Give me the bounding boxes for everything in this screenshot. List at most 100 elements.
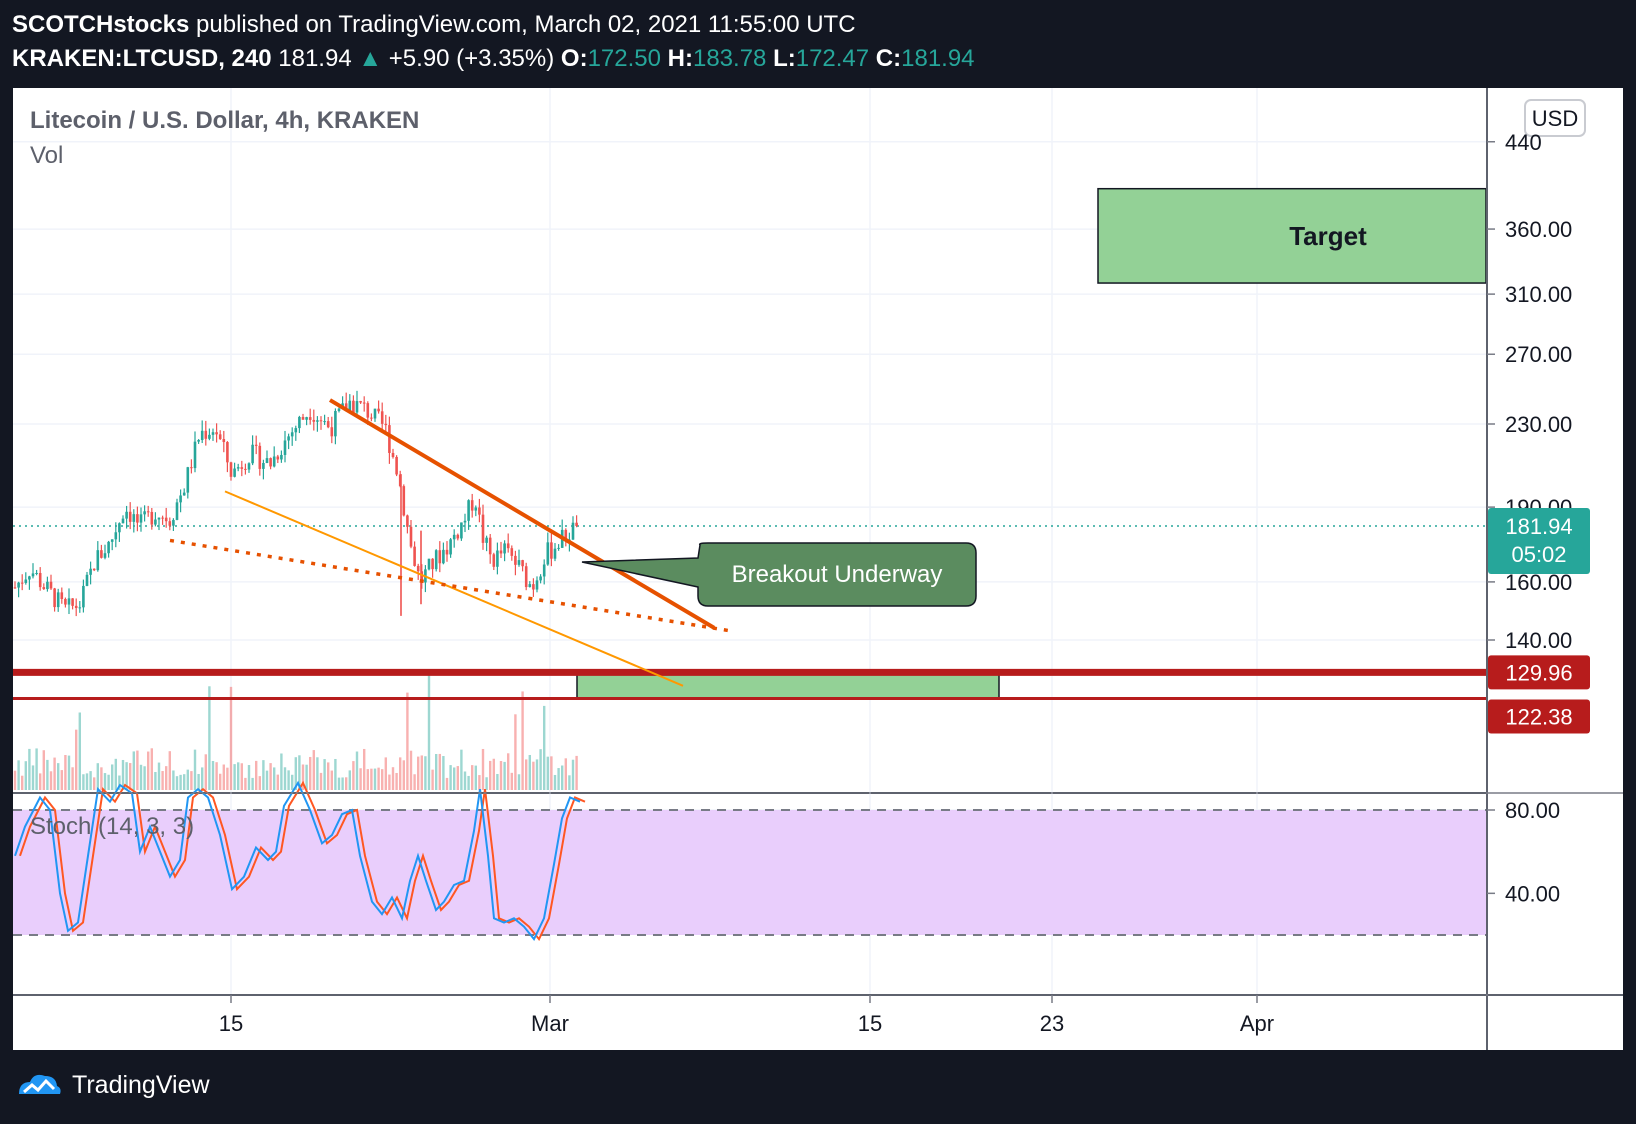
candle-body <box>254 444 258 446</box>
time-axis[interactable] <box>13 996 1486 1050</box>
volume-bar <box>255 760 258 790</box>
price-tick-label: 310.00 <box>1505 282 1572 307</box>
candle-body <box>485 537 488 543</box>
close-label: C: <box>875 45 902 72</box>
candle-body <box>64 598 67 605</box>
volume-bar <box>301 764 305 790</box>
volume-bar <box>154 771 157 790</box>
candle-body <box>139 514 143 523</box>
price-tick-label: 360.00 <box>1505 217 1572 242</box>
candle-body <box>528 584 532 588</box>
candle-body <box>524 566 528 588</box>
volume-bar <box>352 761 355 790</box>
volume-bar <box>568 775 571 790</box>
volume-bar <box>57 763 60 790</box>
high-value: 183.78 <box>692 45 767 72</box>
candle-body <box>67 598 71 605</box>
volume-bar <box>561 765 564 790</box>
volume-bar <box>355 751 359 790</box>
volume-bar <box>244 777 247 790</box>
tradingview-brand[interactable]: TradingView <box>72 1070 210 1099</box>
callout-bubble <box>581 542 977 607</box>
volume-bar <box>46 759 49 790</box>
volume-bar <box>449 765 452 790</box>
candle-body <box>118 523 121 533</box>
candle-body <box>186 467 190 493</box>
candle-body <box>470 500 474 511</box>
countdown-label: 05:02 <box>1511 542 1566 567</box>
candle-body <box>348 400 352 412</box>
level-badge <box>1488 655 1590 690</box>
candle-body <box>168 521 172 526</box>
volume-bar <box>78 712 81 790</box>
volume-bar <box>409 750 413 790</box>
low-label: L: <box>773 45 796 72</box>
candle-body <box>35 572 38 574</box>
candle-body <box>330 427 334 437</box>
candle-body <box>240 467 244 469</box>
candle-body <box>474 507 478 511</box>
volume-bars <box>13 669 578 790</box>
volume-bar <box>121 759 125 790</box>
volume-bar <box>183 774 186 790</box>
candle-body <box>49 581 53 589</box>
candle-body <box>463 520 467 523</box>
volume-bar <box>463 771 467 790</box>
volume-bar <box>139 764 143 790</box>
volume-bar <box>499 761 503 790</box>
candle-body <box>427 558 431 570</box>
volume-bar <box>406 692 409 790</box>
volume-bar <box>395 772 398 790</box>
candle-body <box>370 417 373 419</box>
usd-button-label: USD <box>1532 106 1578 131</box>
volume-bar <box>39 773 42 790</box>
candle-body <box>337 408 341 411</box>
volume-bar <box>118 775 121 790</box>
candle-body <box>413 546 416 566</box>
volume-bar <box>193 749 197 790</box>
volume-bar <box>165 766 168 790</box>
volume-bar <box>417 756 420 790</box>
author-name[interactable]: SCOTCHstocks <box>12 11 190 38</box>
publish-header: SCOTCHstocks published on TradingView.co… <box>12 8 975 76</box>
volume-bar <box>492 758 495 790</box>
volume-bar <box>190 771 193 790</box>
candle-body <box>193 441 197 469</box>
volume-bar <box>373 768 377 790</box>
volume-bar <box>21 775 24 790</box>
candle-body <box>323 421 326 423</box>
volume-bar <box>67 755 71 790</box>
volume-bar <box>467 775 470 790</box>
volume-bar <box>453 767 456 790</box>
volume-bar <box>514 714 517 790</box>
candle-body <box>294 428 298 433</box>
volume-bar <box>427 669 431 790</box>
trendlines: Breakout Underway <box>169 398 977 687</box>
usd-button[interactable]: USD <box>1524 99 1586 137</box>
candles <box>13 390 578 617</box>
volume-bar <box>445 777 449 790</box>
volume-bar <box>388 774 391 790</box>
volume-bar <box>96 763 99 790</box>
volume-bar <box>381 769 384 790</box>
volume-bar <box>327 762 330 790</box>
candle-body <box>89 568 92 575</box>
stoch-label: Stoch (14, 3, 3) <box>30 813 194 840</box>
candle-body <box>445 549 449 555</box>
volume-bar <box>269 763 272 790</box>
candle-body <box>380 411 384 424</box>
volume-bar <box>237 762 240 790</box>
candle-body <box>434 550 438 570</box>
stoch-tick-label: 40.00 <box>1505 881 1560 906</box>
candle-body <box>510 548 514 556</box>
candle-body <box>128 511 132 522</box>
volume-bar <box>402 760 405 790</box>
candle-body <box>539 576 542 581</box>
volume-bar <box>89 771 92 790</box>
target-box <box>1097 187 1487 284</box>
candle-body <box>172 519 175 526</box>
volume-bar <box>564 758 567 790</box>
candle-body <box>132 514 136 522</box>
candle-body <box>312 419 316 422</box>
